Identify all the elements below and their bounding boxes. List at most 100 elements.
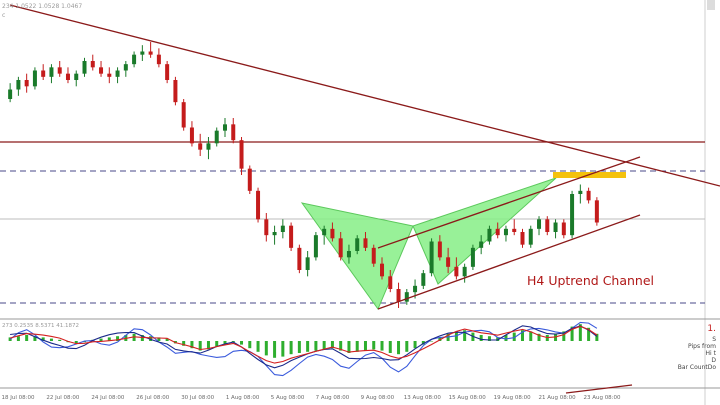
histogram-bar: [132, 333, 136, 341]
symbol-header: 234 1.0522 1.0528 1.0467: [2, 3, 82, 10]
candle: [470, 244, 475, 270]
histogram-bar: [587, 327, 591, 341]
candle-body: [570, 194, 575, 236]
histogram-bar: [363, 341, 367, 351]
candle: [487, 225, 492, 245]
histogram-bar: [140, 335, 144, 341]
histogram-bar: [562, 331, 566, 341]
x-tick-label: 30 Jul 08:00: [181, 395, 214, 401]
candle: [181, 99, 186, 131]
histogram-bar: [405, 341, 409, 352]
x-tick-label: 1 Aug 08:00: [226, 395, 260, 401]
x-tick-label: 26 Jul 08:00: [136, 395, 169, 401]
histogram-bar: [281, 341, 285, 357]
histogram-bar: [74, 341, 78, 344]
histogram-bar: [330, 341, 334, 349]
candle: [140, 45, 145, 61]
candle: [247, 165, 252, 194]
candle: [16, 76, 21, 96]
histogram-bar: [479, 335, 483, 341]
histogram-bar: [421, 341, 425, 345]
histogram-bar: [198, 341, 202, 351]
histogram-bar: [322, 341, 326, 350]
signal-line-blue: [10, 325, 598, 369]
histogram-bar: [314, 341, 318, 351]
histogram-bar: [149, 336, 153, 341]
candle-body: [247, 168, 252, 191]
histogram-bar: [182, 341, 186, 346]
candle: [90, 54, 95, 71]
candle-body: [198, 143, 203, 150]
histogram-bar: [248, 341, 252, 349]
candle-body: [280, 225, 285, 232]
candle: [528, 225, 533, 248]
candle-body: [421, 273, 426, 286]
candle: [99, 61, 104, 77]
histogram-bar: [25, 335, 29, 341]
histogram-bar: [430, 341, 434, 342]
candle-body: [322, 228, 327, 236]
candle: [65, 67, 70, 84]
x-tick-label: 24 Jul 08:00: [91, 395, 124, 401]
candle-body: [313, 235, 318, 258]
histogram-bar: [355, 341, 359, 352]
candle-body: [297, 247, 302, 270]
histogram-bar: [157, 337, 161, 341]
scale-scroll-handle: [707, 0, 715, 10]
candle-body: [214, 130, 219, 144]
candle-body: [330, 228, 335, 239]
candle: [454, 257, 459, 280]
candle-body: [388, 276, 393, 289]
candle: [206, 137, 211, 160]
candle: [553, 219, 558, 239]
price-scale-strip: [705, 0, 720, 405]
candle: [289, 222, 294, 251]
candle-body: [173, 80, 178, 103]
candle: [363, 232, 368, 251]
candle: [49, 64, 54, 84]
candle: [561, 219, 566, 239]
candle: [371, 244, 376, 267]
histogram-bar: [372, 341, 376, 350]
candle-body: [537, 219, 542, 229]
candle: [495, 222, 500, 239]
candle-body: [338, 238, 343, 258]
candle-body: [545, 219, 550, 232]
candle-body: [503, 228, 508, 236]
candle-body: [132, 54, 137, 65]
candle-body: [454, 266, 459, 277]
histogram-bar: [33, 336, 37, 341]
x-tick-label: 22 Jul 08:00: [46, 395, 79, 401]
candle-body: [429, 241, 434, 274]
candle-body: [115, 70, 120, 77]
candle-body: [8, 89, 13, 99]
histogram-bar: [223, 341, 227, 345]
candle: [404, 289, 409, 305]
candle-body: [16, 80, 21, 90]
histogram-bar: [41, 337, 45, 341]
candle-body: [206, 143, 211, 150]
candle-body: [181, 102, 186, 128]
candle: [165, 61, 170, 84]
candle: [123, 61, 128, 77]
candle-body: [24, 80, 29, 87]
candle-body: [495, 228, 500, 236]
candle: [396, 282, 401, 308]
candle-body: [239, 140, 244, 169]
histogram-bar: [306, 341, 310, 352]
candle-body: [520, 232, 525, 245]
candle-body: [140, 51, 145, 55]
candle-body: [82, 61, 87, 74]
histogram-bar: [49, 338, 53, 341]
candle-body: [32, 70, 37, 87]
candle: [380, 257, 385, 280]
histogram-bar: [347, 341, 351, 353]
candle-body: [74, 73, 79, 80]
candle: [479, 235, 484, 255]
candle: [594, 197, 599, 226]
candle-body: [487, 228, 492, 242]
candle: [239, 137, 244, 175]
x-tick-label: 5 Aug 08:00: [271, 395, 305, 401]
histogram-bar: [463, 330, 467, 341]
